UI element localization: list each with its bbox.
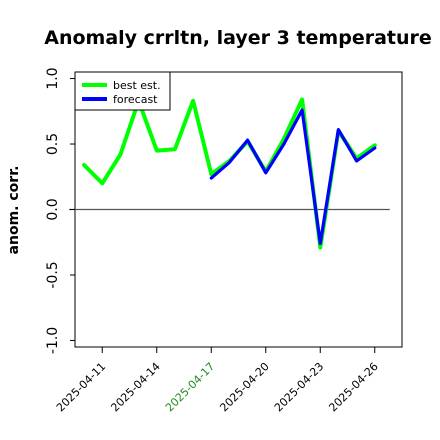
series-line-forecast [209,108,377,246]
y-tick-label: 1.0 [45,67,61,89]
y-tick-label: -0.5 [45,261,61,288]
y-tick-label: 0.5 [45,133,61,155]
x-tick-label: 2025-04-26 [326,360,380,414]
x-tick-label: 2025-04-20 [217,360,271,414]
x-tick-label: 2025-04-11 [54,360,108,414]
y-tick-label: -1.0 [45,327,61,354]
legend-label: best est. [113,79,161,92]
x-tick-label: 2025-04-17 [163,360,217,414]
y-axis-label: anom. corr. [6,166,22,255]
legend-label: forecast [113,93,158,106]
y-tick-label: 0.0 [45,198,61,220]
x-tick-label: 2025-04-14 [108,360,162,414]
chart-title: Anomaly crrltn, layer 3 temperature [44,27,432,49]
legend-box [74,71,171,111]
x-tick-label: 2025-04-23 [272,360,326,414]
